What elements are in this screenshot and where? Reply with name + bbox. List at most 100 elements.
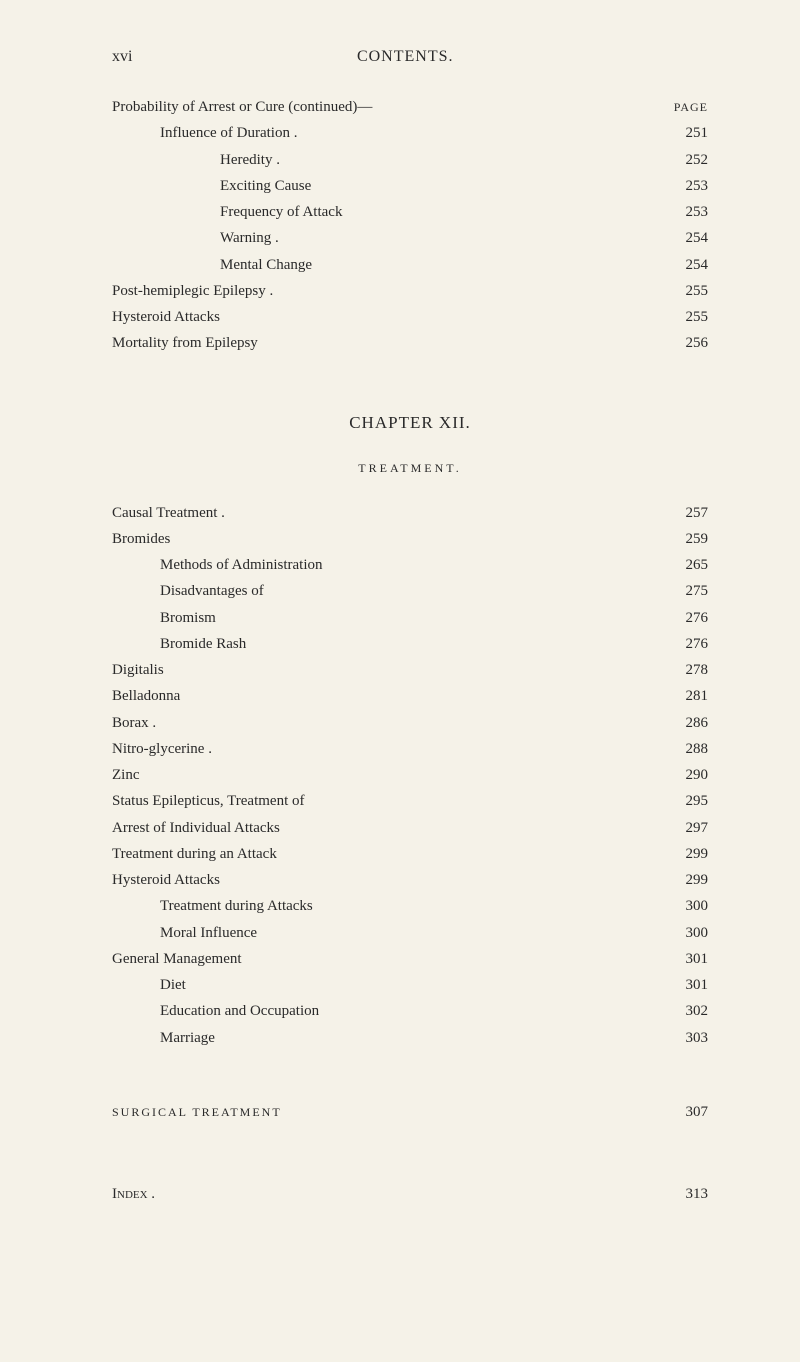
toc-line: Belladonna281 [112, 683, 708, 709]
toc-page: 281 [663, 683, 708, 709]
toc-line: Mortality from Epilepsy256 [112, 330, 708, 356]
toc-label: Education and Occupation [112, 998, 663, 1024]
toc-page: 276 [663, 605, 708, 631]
toc-label: Digitalis [112, 657, 663, 683]
toc-label: Influence of Duration . [112, 120, 663, 146]
toc-label: Heredity . [112, 147, 663, 173]
toc-line: Post-hemiplegic Epilepsy .255 [112, 278, 708, 304]
continued-heading: Probability of Arrest or Cure (continued… [112, 94, 663, 120]
chapter-title: CHAPTER XII. [112, 413, 708, 433]
toc-line: Arrest of Individual Attacks297 [112, 815, 708, 841]
surgical-label: SURGICAL TREATMENT [112, 1102, 663, 1123]
toc-line: Borax .286 [112, 710, 708, 736]
toc-line: Nitro-glycerine .288 [112, 736, 708, 762]
toc-label: Status Epilepticus, Treatment of [112, 788, 663, 814]
toc-line: Digitalis278 [112, 657, 708, 683]
toc-label: Warning . [112, 225, 663, 251]
toc-page: 278 [663, 657, 708, 683]
toc-label: Treatment during an Attack [112, 841, 663, 867]
toc-line: Diet301 [112, 972, 708, 998]
header-spacer [678, 48, 708, 66]
page-number: xvi [112, 48, 132, 66]
toc-page: 257 [663, 500, 708, 526]
index-page: 313 [663, 1181, 708, 1207]
toc-line: General Management301 [112, 946, 708, 972]
toc-label: Disadvantages of [112, 578, 663, 604]
toc-label: Hysteroid Attacks [112, 304, 663, 330]
toc-page: 288 [663, 736, 708, 762]
toc-page: 253 [663, 173, 708, 199]
toc-page: 256 [663, 330, 708, 356]
toc-label: Mortality from Epilepsy [112, 330, 663, 356]
surgical-line: SURGICAL TREATMENT 307 [112, 1099, 708, 1125]
index-label: Index . [112, 1181, 663, 1207]
toc-page: 255 [663, 278, 708, 304]
toc-line: Education and Occupation302 [112, 998, 708, 1024]
toc-page: 251 [663, 120, 708, 146]
toc-line: Moral Influence300 [112, 920, 708, 946]
toc-page: 255 [663, 304, 708, 330]
toc-page: 299 [663, 841, 708, 867]
toc-label: Diet [112, 972, 663, 998]
toc-line: Methods of Administration265 [112, 552, 708, 578]
toc-line: Frequency of Attack253 [112, 199, 708, 225]
page-header: xvi CONTENTS. [112, 48, 708, 66]
toc-page: 275 [663, 578, 708, 604]
toc-label: Post-hemiplegic Epilepsy . [112, 278, 663, 304]
toc-label: Marriage [112, 1025, 663, 1051]
toc-label: Methods of Administration [112, 552, 663, 578]
toc-label: Moral Influence [112, 920, 663, 946]
toc-page: 301 [663, 972, 708, 998]
index-line: Index . 313 [112, 1181, 708, 1207]
toc-label: Hysteroid Attacks [112, 867, 663, 893]
section2-list: Causal Treatment .257Bromides259Methods … [112, 500, 708, 1051]
contents-title: CONTENTS. [357, 48, 454, 66]
toc-line: Heredity .252 [112, 147, 708, 173]
toc-label: Frequency of Attack [112, 199, 663, 225]
toc-label: Exciting Cause [112, 173, 663, 199]
toc-page: 253 [663, 199, 708, 225]
toc-label: Bromides [112, 526, 663, 552]
toc-page: 297 [663, 815, 708, 841]
toc-page: 290 [663, 762, 708, 788]
toc-label: General Management [112, 946, 663, 972]
toc-label: Mental Change [112, 252, 663, 278]
toc-label: Nitro-glycerine . [112, 736, 663, 762]
toc-line: Exciting Cause253 [112, 173, 708, 199]
toc-page: 302 [663, 998, 708, 1024]
toc-page: 254 [663, 252, 708, 278]
surgical-page: 307 [663, 1099, 708, 1125]
toc-page: 265 [663, 552, 708, 578]
toc-line: Bromides259 [112, 526, 708, 552]
chapter-subtitle: TREATMENT. [112, 461, 708, 476]
toc-label: Zinc [112, 762, 663, 788]
toc-page: 286 [663, 710, 708, 736]
continued-heading-line: Probability of Arrest or Cure (continued… [112, 94, 708, 120]
toc-line: Marriage303 [112, 1025, 708, 1051]
toc-page: 301 [663, 946, 708, 972]
toc-line: Disadvantages of275 [112, 578, 708, 604]
toc-line: Warning .254 [112, 225, 708, 251]
toc-line: Hysteroid Attacks299 [112, 867, 708, 893]
toc-line: Hysteroid Attacks255 [112, 304, 708, 330]
section1-list: Influence of Duration .251Heredity .252E… [112, 120, 708, 356]
toc-page: 300 [663, 920, 708, 946]
toc-label: Causal Treatment . [112, 500, 663, 526]
toc-label: Treatment during Attacks [112, 893, 663, 919]
page-column-label: PAGE [663, 97, 708, 118]
toc-line: Bromism276 [112, 605, 708, 631]
toc-page: 254 [663, 225, 708, 251]
toc-page: 259 [663, 526, 708, 552]
toc-page: 300 [663, 893, 708, 919]
toc-line: Treatment during an Attack299 [112, 841, 708, 867]
toc-line: Bromide Rash276 [112, 631, 708, 657]
toc-line: Status Epilepticus, Treatment of295 [112, 788, 708, 814]
toc-line: Causal Treatment .257 [112, 500, 708, 526]
toc-page: 303 [663, 1025, 708, 1051]
toc-label: Bromide Rash [112, 631, 663, 657]
toc-line: Mental Change254 [112, 252, 708, 278]
toc-page: 295 [663, 788, 708, 814]
toc-page: 276 [663, 631, 708, 657]
toc-page: 299 [663, 867, 708, 893]
toc-page: 252 [663, 147, 708, 173]
